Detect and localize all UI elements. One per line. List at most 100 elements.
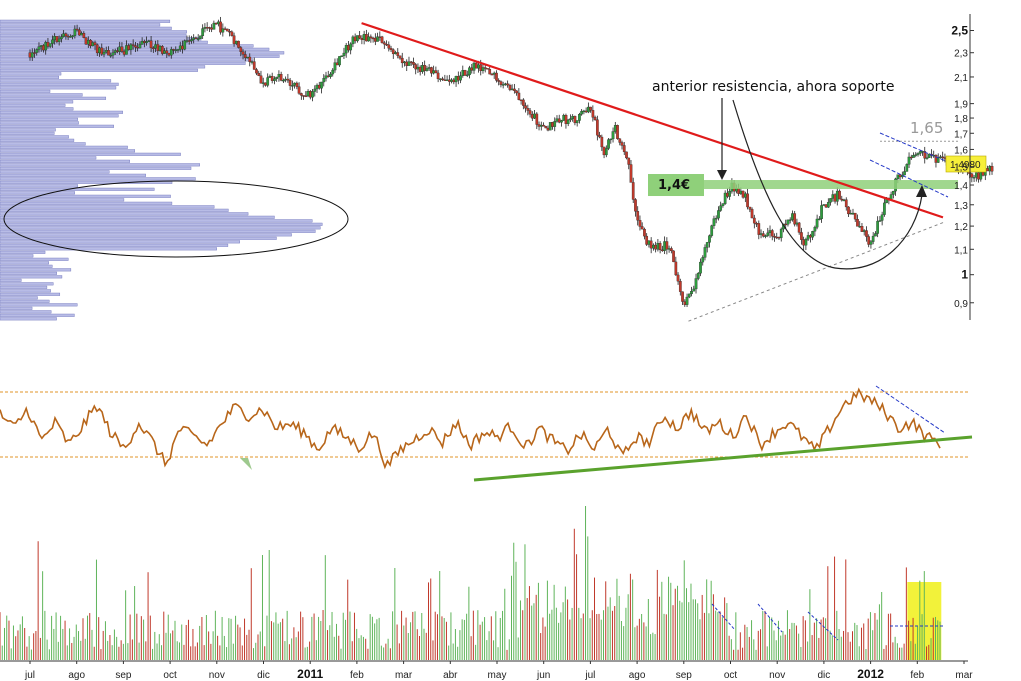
time-tick-label: mar bbox=[955, 670, 973, 681]
candle-body bbox=[840, 198, 844, 201]
candle-body bbox=[649, 240, 653, 249]
candle-body bbox=[279, 74, 283, 81]
profile-bar bbox=[0, 303, 78, 307]
candle-body bbox=[477, 64, 480, 69]
candle-body bbox=[125, 45, 128, 55]
candle-body bbox=[528, 110, 532, 115]
candle-body bbox=[678, 281, 682, 292]
time-tick-label: dic bbox=[257, 670, 270, 681]
candle-body bbox=[450, 79, 453, 82]
candle-body bbox=[914, 154, 918, 156]
candle-body bbox=[537, 124, 541, 127]
volume-panel bbox=[0, 505, 943, 660]
candle-body bbox=[89, 39, 92, 47]
candle-body bbox=[737, 188, 740, 194]
candle-body bbox=[674, 261, 678, 276]
profile-bar bbox=[0, 103, 66, 107]
candle-body bbox=[584, 110, 588, 113]
candle-body bbox=[75, 28, 79, 31]
candle-body bbox=[196, 38, 200, 40]
candle-body bbox=[589, 106, 592, 111]
candle-body bbox=[658, 243, 662, 251]
candle-body bbox=[349, 43, 353, 51]
candle-body bbox=[874, 233, 877, 237]
candle-body bbox=[777, 237, 781, 239]
candle-body bbox=[208, 27, 211, 29]
candle-body bbox=[158, 46, 162, 51]
candle-body bbox=[856, 219, 859, 227]
candle-body bbox=[858, 226, 862, 228]
candle-body bbox=[800, 232, 803, 240]
profile-bar bbox=[0, 236, 277, 240]
profile-bar bbox=[0, 257, 69, 261]
candle-body bbox=[169, 49, 173, 56]
candle-body bbox=[663, 241, 666, 251]
candle-body bbox=[667, 248, 671, 250]
candle-body bbox=[100, 47, 104, 55]
candle-body bbox=[802, 239, 806, 246]
profile-bar bbox=[0, 37, 202, 41]
candle-body bbox=[122, 51, 126, 55]
candle-body bbox=[33, 52, 36, 54]
profile-bar bbox=[0, 138, 75, 142]
candle-body bbox=[974, 172, 978, 178]
candle-body bbox=[876, 220, 880, 234]
profile-bar bbox=[0, 313, 75, 317]
candle-body bbox=[257, 72, 261, 76]
candle-body bbox=[252, 61, 256, 70]
candle-body bbox=[988, 166, 992, 172]
candle-body bbox=[430, 67, 433, 74]
candle-body bbox=[367, 36, 370, 42]
candle-body bbox=[548, 122, 552, 131]
candle-body bbox=[515, 90, 518, 94]
candle-body bbox=[797, 222, 801, 233]
profile-bar bbox=[0, 100, 74, 104]
candle-body bbox=[39, 45, 43, 47]
uptrend-dotted-line bbox=[688, 221, 946, 322]
candle-body bbox=[629, 164, 633, 183]
candle-body bbox=[187, 40, 191, 42]
candle-body bbox=[46, 42, 50, 47]
profile-bar bbox=[0, 135, 69, 139]
candle-body bbox=[304, 95, 308, 97]
candle-body bbox=[786, 219, 790, 225]
candle-body bbox=[582, 110, 586, 113]
candle-body bbox=[264, 82, 267, 86]
candle-body bbox=[98, 47, 101, 54]
profile-bar bbox=[0, 117, 78, 121]
candle-body bbox=[91, 42, 95, 47]
candle-body bbox=[822, 204, 826, 206]
candle-body bbox=[602, 146, 606, 156]
candle-body bbox=[255, 69, 258, 74]
candle-body bbox=[609, 138, 613, 141]
channel-upper bbox=[879, 132, 949, 163]
candle-body bbox=[69, 36, 72, 38]
profile-bar bbox=[0, 93, 83, 97]
candle-body bbox=[519, 99, 523, 101]
candle-body bbox=[699, 261, 702, 274]
profile-bar bbox=[0, 278, 22, 282]
candle-body bbox=[815, 218, 819, 228]
candle-body bbox=[488, 69, 492, 75]
candle-body bbox=[335, 62, 339, 66]
candle-body bbox=[116, 50, 119, 52]
candle-body bbox=[246, 56, 249, 59]
candle-body bbox=[322, 78, 326, 83]
candle-body bbox=[604, 148, 608, 156]
candle-body bbox=[665, 241, 669, 250]
candle-body bbox=[739, 190, 743, 194]
candle-body bbox=[143, 41, 146, 43]
candle-body bbox=[625, 151, 628, 159]
candle-body bbox=[501, 84, 505, 86]
candle-body bbox=[775, 236, 779, 239]
time-tick-label: ago bbox=[68, 670, 85, 681]
candle-body bbox=[557, 118, 561, 123]
time-tick-label: 2012 bbox=[857, 667, 884, 681]
candle-body bbox=[683, 301, 687, 305]
price-tick-label: 1,9 bbox=[954, 100, 968, 111]
candle-body bbox=[705, 242, 709, 248]
candle-body bbox=[640, 226, 644, 230]
candle-body bbox=[452, 79, 456, 83]
support-label: 1,4€ bbox=[658, 178, 690, 193]
profile-bar bbox=[0, 110, 123, 114]
